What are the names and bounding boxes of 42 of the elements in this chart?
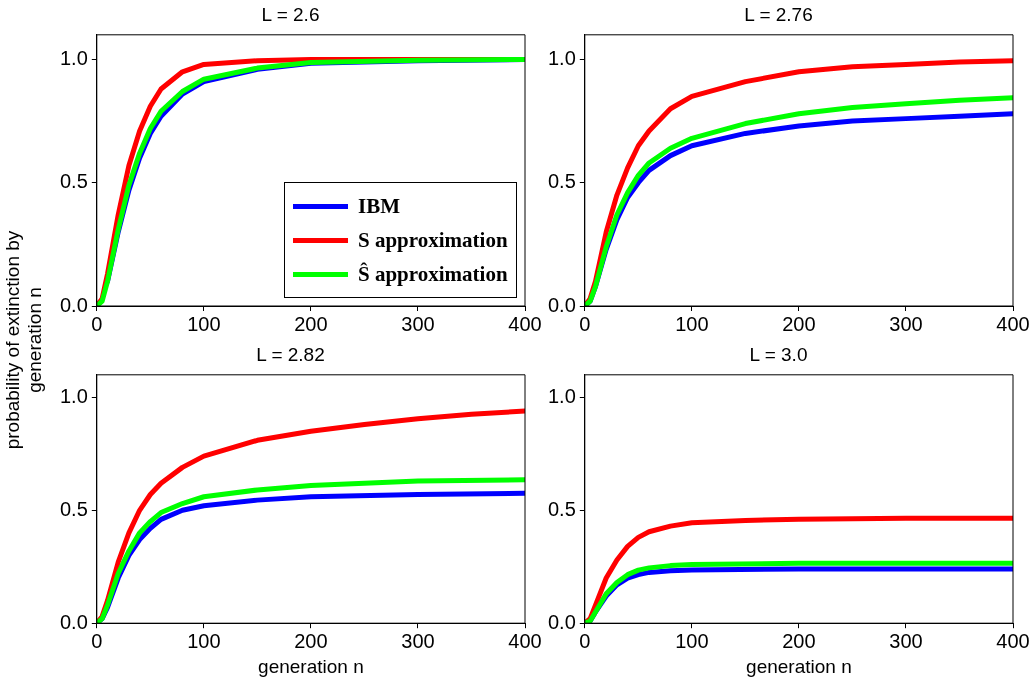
x-tick-label: 0: [579, 629, 591, 652]
y-tick-label: 0.0: [547, 610, 576, 633]
x-tick-label: 0: [91, 629, 103, 652]
x-tick-label: 300: [889, 312, 923, 335]
x-tick-label: 0: [579, 312, 591, 335]
y-tick-label: 0.0: [59, 610, 88, 633]
legend-label: Ŝ approximation: [358, 261, 508, 287]
x-tick-label: 100: [675, 312, 709, 335]
x-axis-title: generation n: [258, 655, 364, 677]
x-tick-label: 200: [294, 312, 328, 335]
y-tick-label: 0.5: [59, 497, 88, 520]
y-tick-label: 0.5: [547, 170, 576, 193]
y-axis-title: probability of extinction by generation n: [2, 229, 46, 451]
x-axis-title: generation n: [746, 655, 852, 677]
y-tick-label: 1.0: [59, 46, 88, 69]
x-tick-label: 200: [782, 312, 816, 335]
x-tick-label: 100: [187, 629, 221, 652]
chart-title: L = 2.82: [256, 343, 325, 365]
chart-title: L = 3.0: [749, 343, 808, 365]
x-tick-label: 100: [675, 629, 709, 652]
y-tick-label: 0.0: [547, 293, 576, 316]
y-tick-label: 0.0: [59, 293, 88, 316]
x-tick-label: 400: [996, 312, 1030, 335]
y-tick-label: 1.0: [59, 384, 88, 407]
y-tick-label: 0.5: [59, 170, 88, 193]
chart-title: L = 2.6: [261, 3, 320, 25]
chart-title: L = 2.76: [744, 3, 813, 25]
x-tick-label: 300: [401, 629, 435, 652]
x-tick-label: 400: [508, 312, 542, 335]
x-tick-label: 200: [294, 629, 328, 652]
x-tick-label: 300: [889, 629, 923, 652]
legend-label: IBM: [358, 193, 400, 219]
x-tick-label: 0: [91, 312, 103, 335]
y-tick-label: 1.0: [547, 46, 576, 69]
x-tick-label: 400: [996, 629, 1030, 652]
x-tick-label: 100: [187, 312, 221, 335]
x-tick-label: 400: [508, 629, 542, 652]
x-tick-label: 200: [782, 629, 816, 652]
x-tick-label: 300: [401, 312, 435, 335]
y-tick-label: 1.0: [547, 384, 576, 407]
y-tick-label: 0.5: [547, 497, 576, 520]
legend-label: S approximation: [358, 227, 508, 253]
